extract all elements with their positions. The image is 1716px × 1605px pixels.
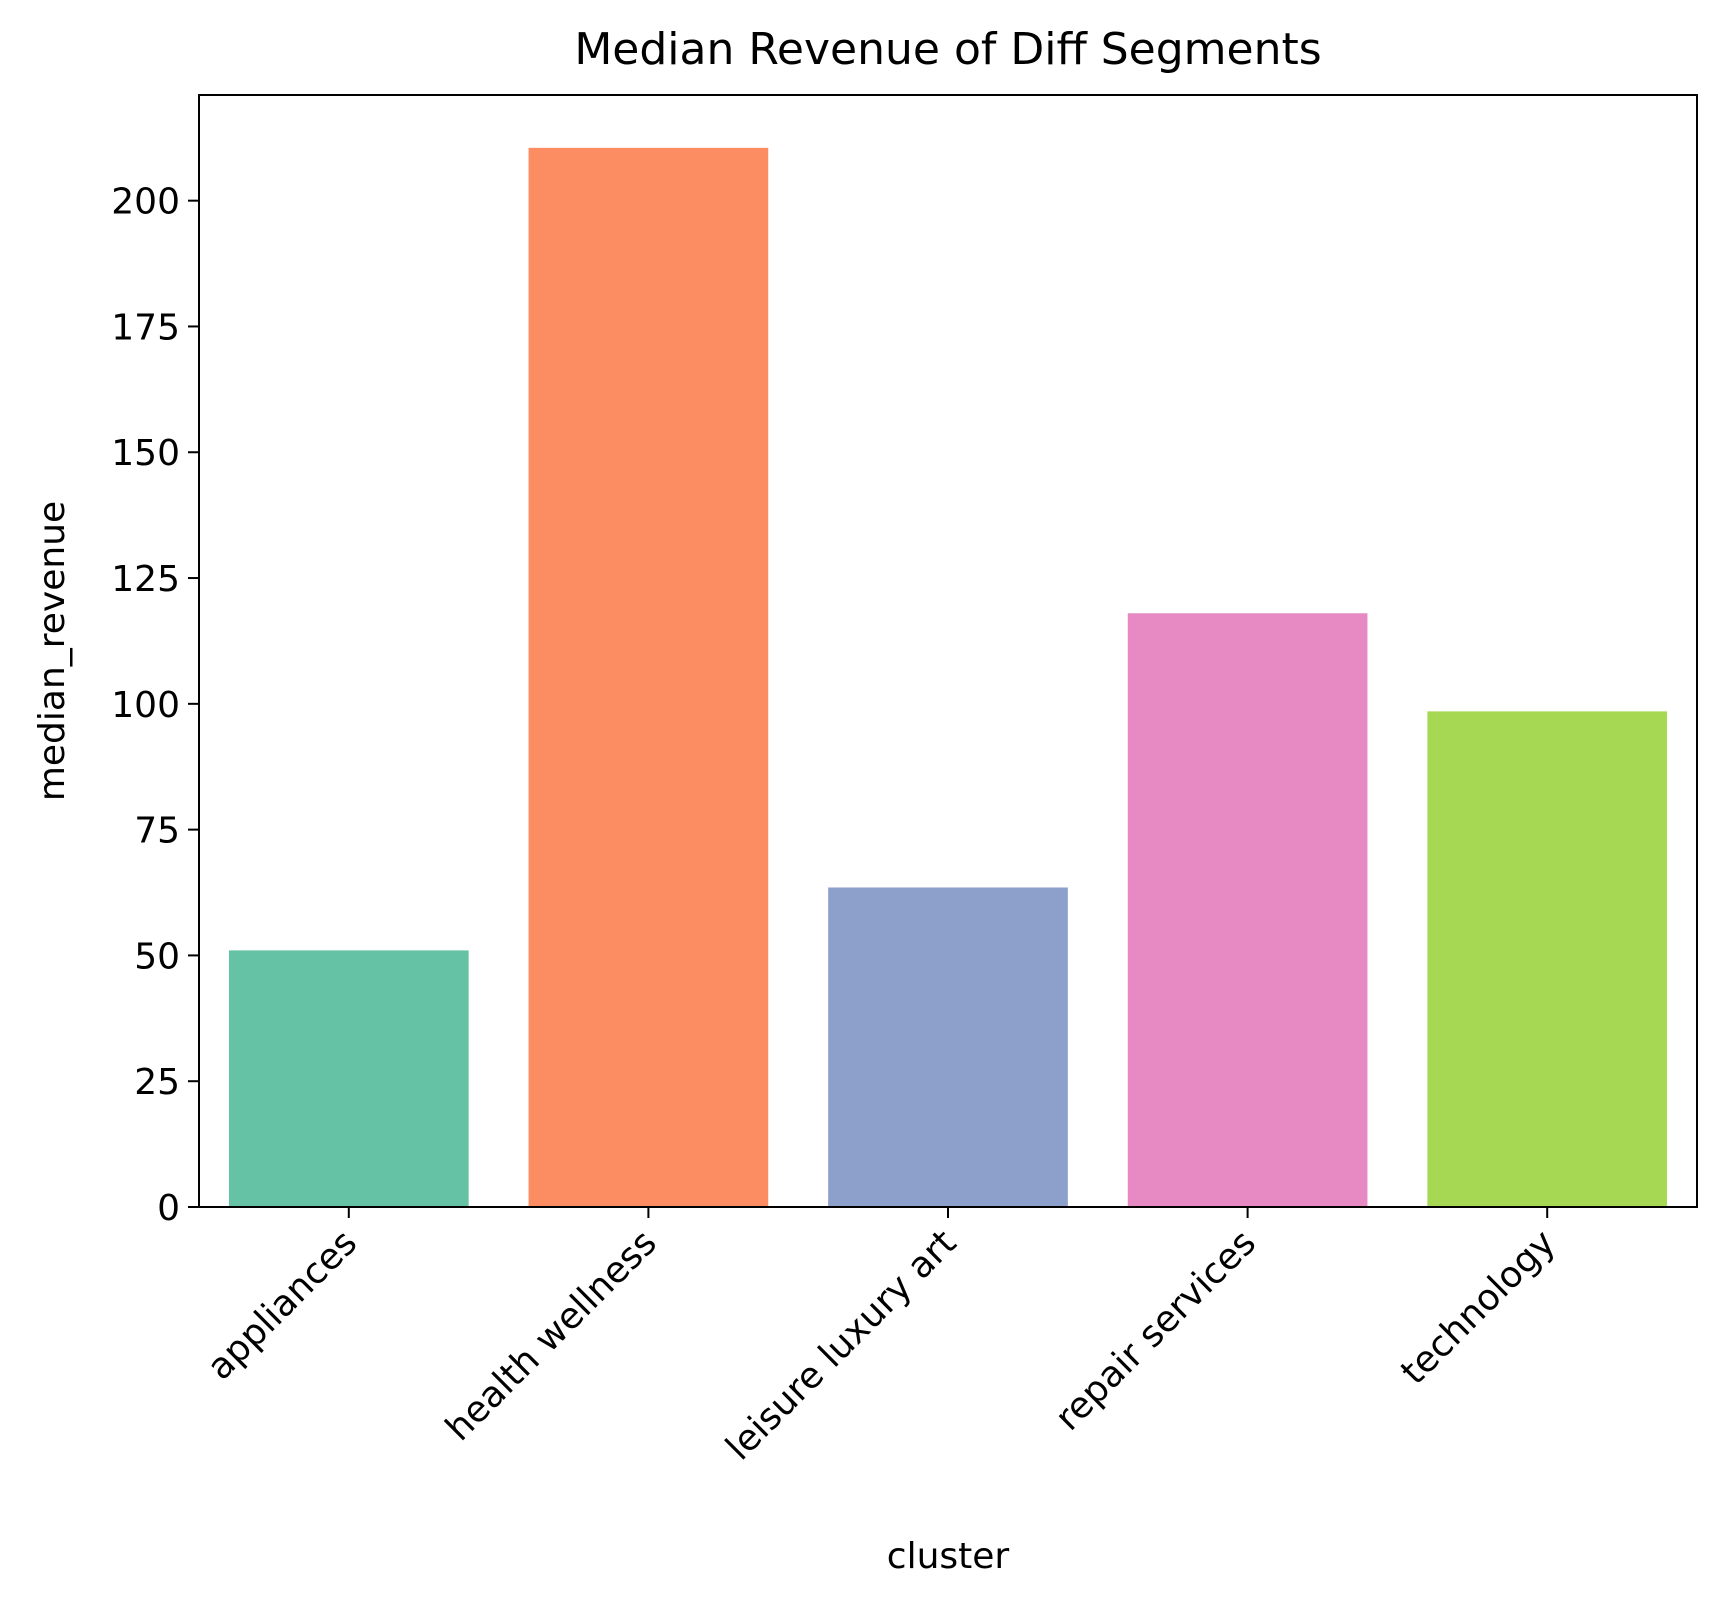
plot-frame — [198, 94, 1698, 1208]
bar-leisure-luxury-art — [828, 887, 1068, 1207]
y-axis-ticks: 0 25 50 75 100 125 150 175 200 — [111, 182, 199, 1229]
bar-technology — [1427, 711, 1668, 1207]
y-axis-label: median_revenue — [32, 501, 73, 801]
y-tick-label: 175 — [111, 307, 180, 348]
y-tick-label: 25 — [134, 1062, 180, 1103]
bar-repair-services — [1127, 613, 1368, 1207]
y-tick-label: 200 — [111, 182, 180, 223]
bars-group — [228, 147, 1668, 1208]
y-tick-label: 150 — [111, 433, 180, 474]
y-tick-label: 125 — [111, 559, 180, 600]
y-tick-label: 100 — [111, 685, 180, 726]
bar-appliances — [228, 950, 469, 1207]
chart-title: Median Revenue of Diff Segments — [574, 24, 1321, 75]
y-tick-label: 75 — [134, 811, 180, 852]
y-tick-label: 50 — [134, 936, 180, 977]
y-tick-label: 0 — [157, 1188, 180, 1229]
bar-health-wellness — [528, 147, 769, 1208]
x-axis-label: cluster — [887, 1536, 1010, 1577]
